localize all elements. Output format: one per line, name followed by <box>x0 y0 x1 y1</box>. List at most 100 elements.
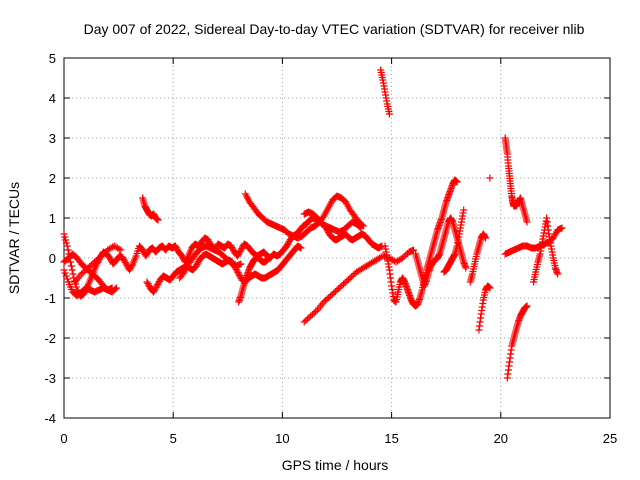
data-point <box>234 251 242 258</box>
data-points <box>60 66 566 382</box>
data-point <box>336 283 344 291</box>
data-point <box>86 263 94 270</box>
data-point <box>151 285 159 293</box>
data-point <box>558 224 566 232</box>
y-tick-label: -4 <box>44 411 56 426</box>
data-point <box>307 312 315 320</box>
data-point <box>234 252 242 260</box>
data-point <box>82 266 90 273</box>
x-tick-label: 15 <box>384 431 398 446</box>
data-point <box>338 282 346 289</box>
data-point <box>81 267 89 275</box>
data-point <box>284 239 292 247</box>
data-point <box>460 206 468 214</box>
data-point <box>305 314 313 321</box>
data-point <box>143 251 151 258</box>
data-point <box>194 259 202 267</box>
data-point <box>237 260 245 268</box>
data-point <box>122 260 130 268</box>
data-point <box>99 251 107 258</box>
data-point <box>178 252 186 260</box>
data-point <box>150 288 158 296</box>
data-point <box>205 238 213 245</box>
data-point <box>63 242 71 250</box>
data-point <box>61 233 69 241</box>
data-point <box>61 269 69 277</box>
data-point <box>357 224 365 232</box>
data-point <box>204 236 212 244</box>
data-point <box>95 254 103 261</box>
data-point <box>453 178 461 186</box>
data-point <box>330 289 338 297</box>
data-point <box>112 284 120 292</box>
data-point <box>128 262 136 269</box>
y-tick-label: 0 <box>49 251 56 266</box>
data-point <box>126 266 134 274</box>
data-point <box>228 244 236 251</box>
data-point <box>97 252 105 260</box>
data-point <box>523 218 531 226</box>
y-tick-label: 5 <box>49 51 56 66</box>
data-point <box>119 254 127 262</box>
data-point <box>117 246 125 254</box>
data-point <box>84 264 92 272</box>
data-point <box>328 291 336 298</box>
y-tick-label: -2 <box>44 331 56 346</box>
y-tick-label: 1 <box>49 211 56 226</box>
data-point <box>304 315 312 323</box>
data-point <box>67 262 75 270</box>
y-axis-label: SDTVAR / TECUs <box>6 182 22 294</box>
y-axis: -4 -3 -2 -1 0 1 2 3 4 5 <box>44 51 610 426</box>
data-point <box>153 282 161 290</box>
data-point <box>150 287 158 294</box>
data-point <box>92 257 100 264</box>
data-point <box>229 245 237 253</box>
data-point <box>340 280 348 288</box>
data-point <box>152 284 160 291</box>
x-axis-label: GPS time / hours <box>282 457 389 473</box>
data-point <box>343 277 351 285</box>
grid <box>64 58 610 418</box>
data-point <box>121 259 129 266</box>
y-tick-label: -1 <box>44 291 56 306</box>
data-point <box>356 223 364 231</box>
data-point <box>94 255 102 263</box>
data-point <box>462 264 470 272</box>
data-point <box>142 252 150 260</box>
data-point <box>100 249 108 257</box>
data-point <box>111 285 119 293</box>
data-point <box>348 273 356 280</box>
data-point <box>154 279 162 287</box>
data-point <box>127 263 135 271</box>
data-point <box>283 242 291 250</box>
data-point <box>482 234 490 242</box>
data-point <box>284 241 292 248</box>
data-point <box>238 245 246 252</box>
data-point <box>144 280 152 287</box>
data-point <box>322 297 330 304</box>
data-point <box>308 311 316 318</box>
data-point <box>89 260 97 267</box>
data-point <box>77 270 85 278</box>
data-point <box>60 266 68 274</box>
data-point <box>399 254 407 262</box>
data-point <box>486 174 494 182</box>
data-point <box>325 294 333 301</box>
data-point <box>64 246 72 254</box>
data-point <box>402 251 410 259</box>
data-point <box>331 288 339 295</box>
data-point <box>106 254 114 262</box>
data-point <box>320 298 328 306</box>
data-point <box>192 262 200 270</box>
data-point <box>60 230 68 238</box>
y-tick-label: 4 <box>49 91 56 106</box>
data-point <box>237 246 245 254</box>
data-point <box>554 270 562 278</box>
data-point <box>143 278 151 286</box>
data-point <box>341 279 349 286</box>
data-point <box>409 246 417 254</box>
x-tick-label: 25 <box>603 431 617 446</box>
data-point <box>400 253 408 260</box>
data-point <box>69 270 77 278</box>
